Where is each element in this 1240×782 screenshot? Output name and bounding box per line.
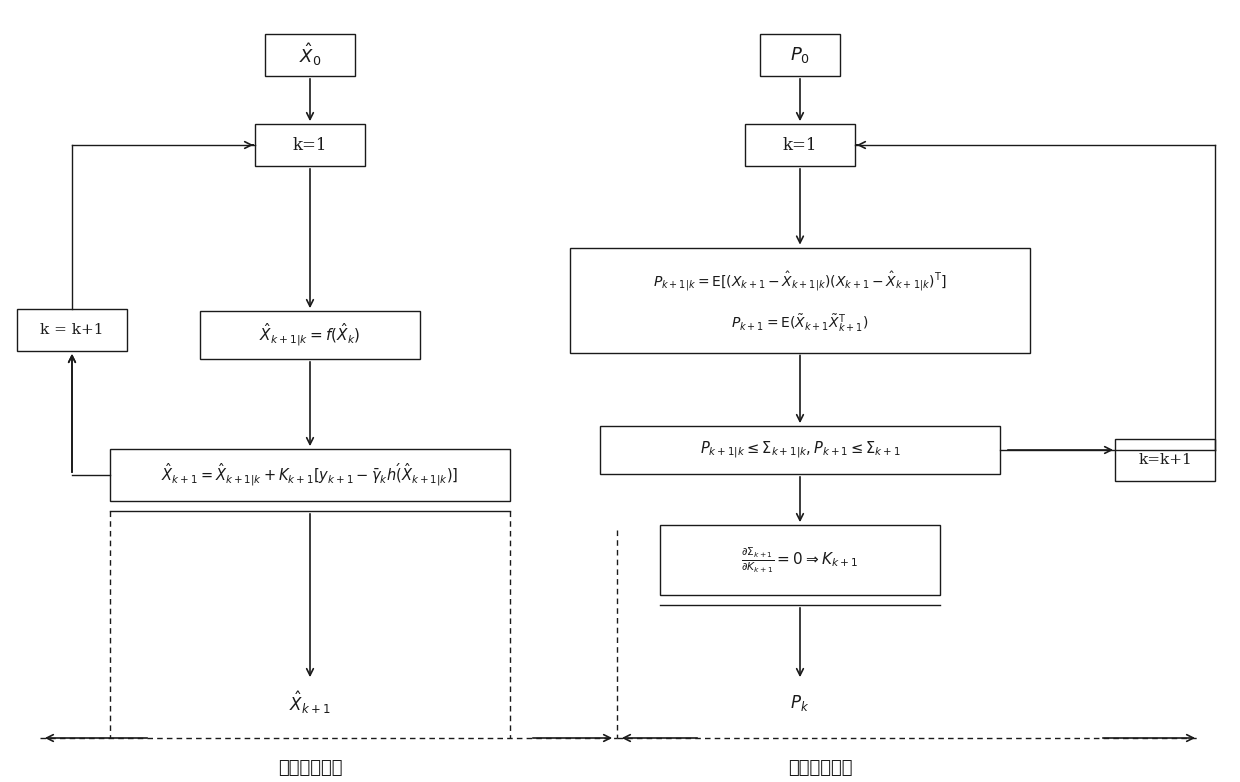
Text: k = k+1: k = k+1 [40, 323, 104, 337]
Bar [570, 247, 1030, 353]
Bar [255, 124, 365, 166]
Text: k=1: k=1 [782, 137, 817, 153]
Text: 滤波计算回路: 滤波计算回路 [278, 759, 342, 777]
Bar [760, 34, 839, 76]
Bar [745, 124, 856, 166]
Bar [1115, 439, 1215, 481]
Text: 增益计算回路: 增益计算回路 [787, 759, 852, 777]
Text: $P_{k+1|k}\leq\Sigma_{k+1|k},P_{k+1}\leq\Sigma_{k+1}$: $P_{k+1|k}\leq\Sigma_{k+1|k},P_{k+1}\leq… [699, 439, 900, 461]
Bar [200, 311, 420, 359]
Bar [110, 449, 510, 501]
Text: $\hat{X}_{k+1|k}=f(\hat{X}_k)$: $\hat{X}_{k+1|k}=f(\hat{X}_k)$ [259, 321, 361, 349]
Text: $P_{k+1}=\mathrm{E}(\tilde{X}_{k+1}\tilde{X}_{k+1}^{\mathrm{T}})$: $P_{k+1}=\mathrm{E}(\tilde{X}_{k+1}\tild… [732, 312, 869, 334]
Bar [17, 309, 126, 351]
Text: $\hat{X}_{k+1}=\hat{X}_{k+1|k}+K_{k+1}[y_{k+1}-\bar{\gamma}_k h\'(\hat{X}_{k+1|k: $\hat{X}_{k+1}=\hat{X}_{k+1|k}+K_{k+1}[y… [161, 461, 459, 489]
Bar [660, 525, 940, 595]
Text: $P_{k+1|k}=\mathrm{E}[(X_{k+1}-\hat{X}_{k+1|k})(X_{k+1}-\hat{X}_{k+1|k})^{\mathr: $P_{k+1|k}=\mathrm{E}[(X_{k+1}-\hat{X}_{… [653, 269, 947, 293]
Text: $P_0$: $P_0$ [790, 45, 810, 65]
Text: $P_k$: $P_k$ [790, 693, 810, 713]
Text: k=1: k=1 [293, 137, 327, 153]
Text: $\hat{X}_{k+1}$: $\hat{X}_{k+1}$ [289, 690, 331, 716]
Bar [265, 34, 355, 76]
Text: $\frac{\partial\Sigma_{k+1}}{\partial K_{k+1}}=0\Rightarrow K_{k+1}$: $\frac{\partial\Sigma_{k+1}}{\partial K_… [742, 545, 858, 575]
Text: k=k+1: k=k+1 [1138, 453, 1192, 467]
Text: $\hat{X}_0$: $\hat{X}_0$ [299, 41, 321, 68]
Bar [600, 426, 999, 474]
